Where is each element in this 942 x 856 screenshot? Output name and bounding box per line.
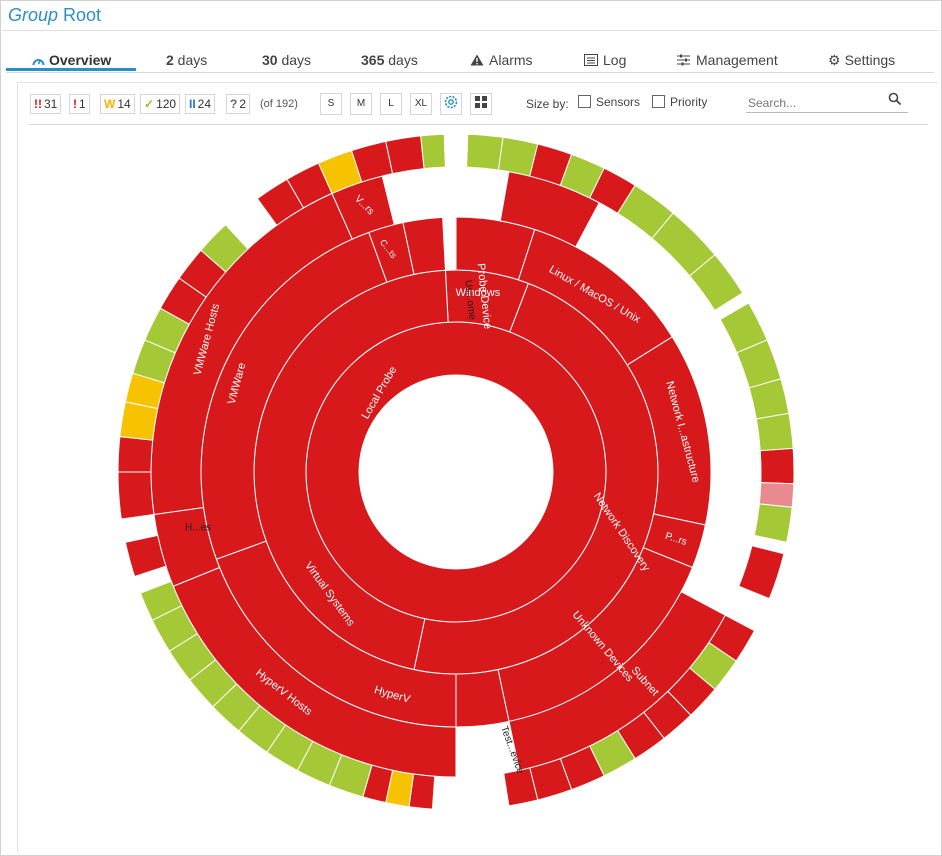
filter-down-partial-count: 1 — [79, 97, 86, 111]
gear-icon: ⚙ — [828, 52, 841, 68]
filter-unknown-count: 2 — [239, 97, 247, 111]
size-by-priority-label: Priority — [670, 95, 708, 109]
sunburst-device-tile[interactable] — [117, 471, 155, 520]
sunburst-hyperv-extra-label: H...es — [185, 523, 211, 534]
size-s-button[interactable]: S — [320, 93, 342, 115]
sunburst-device-tile[interactable] — [139, 580, 183, 621]
sunburst-toolbar: !! 31 ! 1 W 14 ✓ 120 II 24 ? 2 (of 192) S M L … — [28, 90, 928, 120]
tab-settings[interactable]: ⚙ Settings — [828, 52, 895, 69]
tab-365-days-num: 365 — [361, 52, 385, 68]
filter-paused[interactable]: II 24 — [185, 94, 216, 114]
sunburst-device-tile[interactable] — [200, 224, 249, 273]
size-by-sensors-label: Sensors — [596, 95, 641, 109]
tab-30-days-label: days — [277, 52, 312, 68]
tab-30-days-num: 30 — [262, 52, 278, 68]
tab-2-days[interactable]: 2 days — [166, 52, 207, 68]
page-title: Group Root — [8, 5, 101, 26]
sunburst-device-tile[interactable] — [420, 133, 446, 170]
sunburst-center — [359, 375, 553, 569]
filter-down[interactable]: !! 31 — [30, 94, 62, 114]
size-by-label: Size by: — [526, 97, 569, 111]
filter-down-partial[interactable]: ! 1 — [69, 94, 90, 114]
sunburst-device-tile[interactable] — [117, 436, 154, 473]
filter-unknown[interactable]: ? 2 — [226, 94, 251, 114]
log-list-icon — [584, 54, 598, 66]
size-m-button[interactable]: M — [350, 93, 372, 115]
page-title-group: Group — [8, 5, 59, 25]
size-l-button[interactable]: L — [380, 93, 402, 115]
size-by-priority-checkbox[interactable]: Priority — [652, 95, 707, 109]
tab-alarms-label: Alarms — [489, 52, 533, 68]
tab-365-days[interactable]: 365 days — [361, 52, 418, 68]
tab-overview[interactable]: Overview — [32, 52, 111, 68]
tab-management[interactable]: Management — [677, 52, 778, 68]
search-input[interactable] — [746, 94, 908, 113]
sunburst-device-tile[interactable] — [385, 135, 425, 175]
overview-panel — [17, 82, 938, 853]
sunburst-device-tile[interactable] — [753, 503, 793, 543]
up-status-icon: ✓ — [144, 97, 155, 111]
tab-bar: Overview 2 days 30 days 365 days Alarms … — [6, 46, 934, 73]
size-by-sensors-checkbox[interactable]: Sensors — [578, 95, 640, 109]
warning-status-icon: W — [104, 97, 116, 111]
unknown-status-icon: ? — [230, 97, 238, 111]
tab-2-days-label: days — [173, 52, 208, 68]
partial-down-status-icon: ! — [73, 97, 77, 111]
title-divider — [0, 30, 940, 31]
tab-log-label: Log — [603, 52, 627, 68]
search-icon[interactable] — [888, 92, 902, 106]
sunburst-device-tile[interactable] — [755, 412, 794, 452]
sunburst-device-tile[interactable] — [738, 545, 785, 600]
tab-log[interactable]: Log — [584, 52, 626, 68]
tab-management-label: Management — [696, 52, 778, 68]
checkbox-icon — [578, 95, 591, 108]
sunburst-device-tile[interactable] — [124, 534, 167, 578]
toolbar-divider — [28, 124, 928, 125]
sunburst-view-icon — [444, 95, 458, 109]
page-title-root: Root — [58, 5, 102, 25]
tab-alarms[interactable]: Alarms — [470, 52, 533, 68]
sunburst-users-home[interactable] — [402, 216, 446, 276]
filter-warning[interactable]: W 14 — [100, 94, 135, 114]
filter-down-count: 31 — [44, 97, 58, 111]
total-sensor-count: (of 192) — [260, 98, 298, 110]
sunburst-rings — [117, 133, 795, 810]
sunburst-device-tile[interactable] — [503, 767, 539, 807]
sunburst-device-tile[interactable] — [759, 447, 795, 485]
sunburst-device-tile[interactable] — [688, 254, 744, 312]
filter-paused-count: 24 — [197, 97, 212, 111]
tab-settings-label: Settings — [844, 52, 896, 68]
size-xl-button[interactable]: XL — [410, 93, 432, 115]
sunburst-windows-label: Windows — [456, 287, 501, 299]
sunburst-view-button[interactable] — [440, 93, 462, 115]
tab-30-days[interactable]: 30 days — [262, 52, 311, 68]
sliders-icon — [677, 54, 690, 66]
tab-2-days-num: 2 — [166, 52, 174, 68]
active-tab-indicator — [6, 68, 136, 71]
down-status-icon: !! — [34, 97, 42, 111]
paused-status-icon: II — [189, 97, 196, 111]
filter-warning-count: 14 — [117, 97, 131, 111]
tiles-view-button[interactable] — [470, 93, 492, 115]
warning-icon — [470, 54, 484, 66]
grid-icon — [475, 96, 487, 108]
tab-overview-label: Overview — [49, 52, 112, 68]
checkbox-icon — [652, 95, 665, 108]
tab-365-days-label: days — [384, 52, 418, 68]
gauge-icon — [32, 59, 45, 66]
filter-up-count: 120 — [156, 97, 177, 111]
sunburst-device-tile[interactable] — [758, 482, 795, 508]
sunburst-users-home-label: Us...ome — [462, 280, 477, 321]
sunburst-device-tile[interactable] — [466, 133, 504, 171]
sunburst-servers-label: Servers — [417, 183, 457, 201]
filter-up[interactable]: ✓ 120 — [140, 94, 181, 114]
